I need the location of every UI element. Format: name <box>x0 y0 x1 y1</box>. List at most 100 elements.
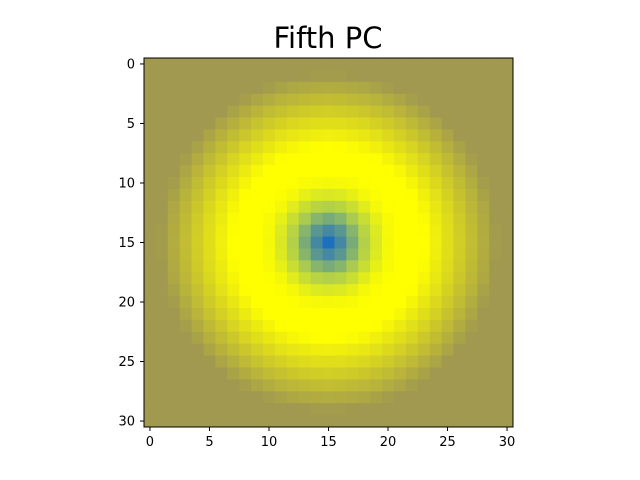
heatmap-cell <box>239 284 252 297</box>
heatmap-cell <box>465 93 478 107</box>
heatmap-cell <box>144 415 157 428</box>
heatmap-cell <box>405 307 419 321</box>
heatmap-cell <box>310 93 323 107</box>
heatmap-cell <box>322 165 335 178</box>
heatmap-cell <box>465 272 478 285</box>
heatmap-cell <box>453 331 466 345</box>
heatmap-cell <box>203 58 216 71</box>
heatmap-cell <box>167 307 181 321</box>
y-axis: 0 5 10 15 20 25 30 <box>118 57 144 430</box>
heatmap-cell <box>263 307 276 321</box>
heatmap-cell <box>215 224 228 237</box>
heatmap-cell <box>263 200 276 214</box>
heatmap-cell <box>346 367 359 380</box>
heatmap-cell <box>179 260 193 273</box>
heatmap-cell <box>417 58 431 71</box>
heatmap-cell <box>453 248 466 261</box>
heatmap-cell <box>393 415 407 428</box>
heatmap-cell <box>298 105 312 118</box>
heatmap-cell <box>310 391 323 404</box>
heatmap-cell <box>251 367 264 380</box>
heatmap-cell <box>179 117 193 130</box>
heatmap-cell <box>167 224 181 237</box>
heatmap-cell <box>393 403 407 416</box>
heatmap-cell <box>310 105 323 118</box>
heatmap-cell <box>144 296 157 309</box>
heatmap-cell <box>417 379 431 392</box>
heatmap-cell <box>405 284 419 297</box>
heatmap-cell <box>382 284 395 297</box>
heatmap-cell <box>274 224 288 237</box>
heatmap-cell <box>477 165 490 178</box>
heatmap-cell <box>358 188 371 202</box>
heatmap-cell <box>144 284 157 297</box>
heatmap-cell <box>334 319 347 333</box>
heatmap-cell <box>334 177 347 190</box>
heatmap-cell <box>251 272 264 285</box>
heatmap-cell <box>501 415 514 428</box>
heatmap-cell <box>382 200 395 214</box>
heatmap-cell <box>215 141 228 154</box>
heatmap-cell <box>405 105 419 118</box>
heatmap-cell <box>382 105 395 118</box>
heatmap-cell <box>144 200 157 214</box>
heatmap-cell <box>179 105 193 118</box>
heatmap-cell <box>489 58 502 71</box>
heatmap-cell <box>155 200 169 214</box>
heatmap-cell <box>191 319 204 333</box>
heatmap-cell <box>298 117 312 130</box>
heatmap-cell <box>167 272 181 285</box>
heatmap-cell <box>370 165 383 178</box>
heatmap-cell <box>155 367 169 380</box>
heatmap-cell <box>429 165 442 178</box>
heatmap-cell <box>203 93 216 107</box>
heatmap-cell <box>370 117 383 130</box>
heatmap-cell <box>382 58 395 71</box>
heatmap-cell <box>429 260 442 273</box>
heatmap-cell <box>167 200 181 214</box>
heatmap-cell <box>477 248 490 261</box>
heatmap-cell <box>286 153 300 166</box>
heatmap-cell <box>239 188 252 202</box>
heatmap-cell <box>405 177 419 190</box>
heatmap-cell <box>417 284 431 297</box>
heatmap-cell <box>346 236 359 249</box>
heatmap-cell <box>441 129 454 142</box>
heatmap-cell <box>393 331 407 345</box>
heatmap-cell <box>441 391 454 404</box>
heatmap-cell <box>239 367 252 380</box>
heatmap-cell <box>274 331 288 345</box>
heatmap-cell <box>501 391 514 404</box>
heatmap-cell <box>489 153 502 166</box>
heatmap-cell <box>191 236 204 249</box>
heatmap-cell <box>215 415 228 428</box>
heatmap-cell <box>144 141 157 154</box>
heatmap-cell <box>358 141 371 154</box>
x-tick-label: 20 <box>380 435 397 450</box>
heatmap-cell <box>453 391 466 404</box>
heatmap-cell <box>179 248 193 261</box>
heatmap-cell <box>441 296 454 309</box>
heatmap-cell <box>215 212 228 226</box>
heatmap-cell <box>405 391 419 404</box>
heatmap-cell <box>155 93 169 107</box>
heatmap-cell <box>501 93 514 107</box>
heatmap-cell <box>286 248 300 261</box>
heatmap-cell <box>298 391 312 404</box>
y-tick-label: 10 <box>118 176 135 191</box>
heatmap-cell <box>179 236 193 249</box>
heatmap-cell <box>251 403 264 416</box>
heatmap-cell <box>370 260 383 273</box>
heatmap-cell <box>203 81 216 95</box>
heatmap-cell <box>334 212 347 226</box>
heatmap-cell <box>203 69 216 83</box>
heatmap-cell <box>263 379 276 392</box>
heatmap-cell <box>144 307 157 321</box>
heatmap-cell <box>155 141 169 154</box>
heatmap-cell <box>501 307 514 321</box>
heatmap-cell <box>453 260 466 273</box>
heatmap-cell <box>477 177 490 190</box>
heatmap-cell <box>251 93 264 107</box>
heatmap-cell <box>298 260 312 273</box>
